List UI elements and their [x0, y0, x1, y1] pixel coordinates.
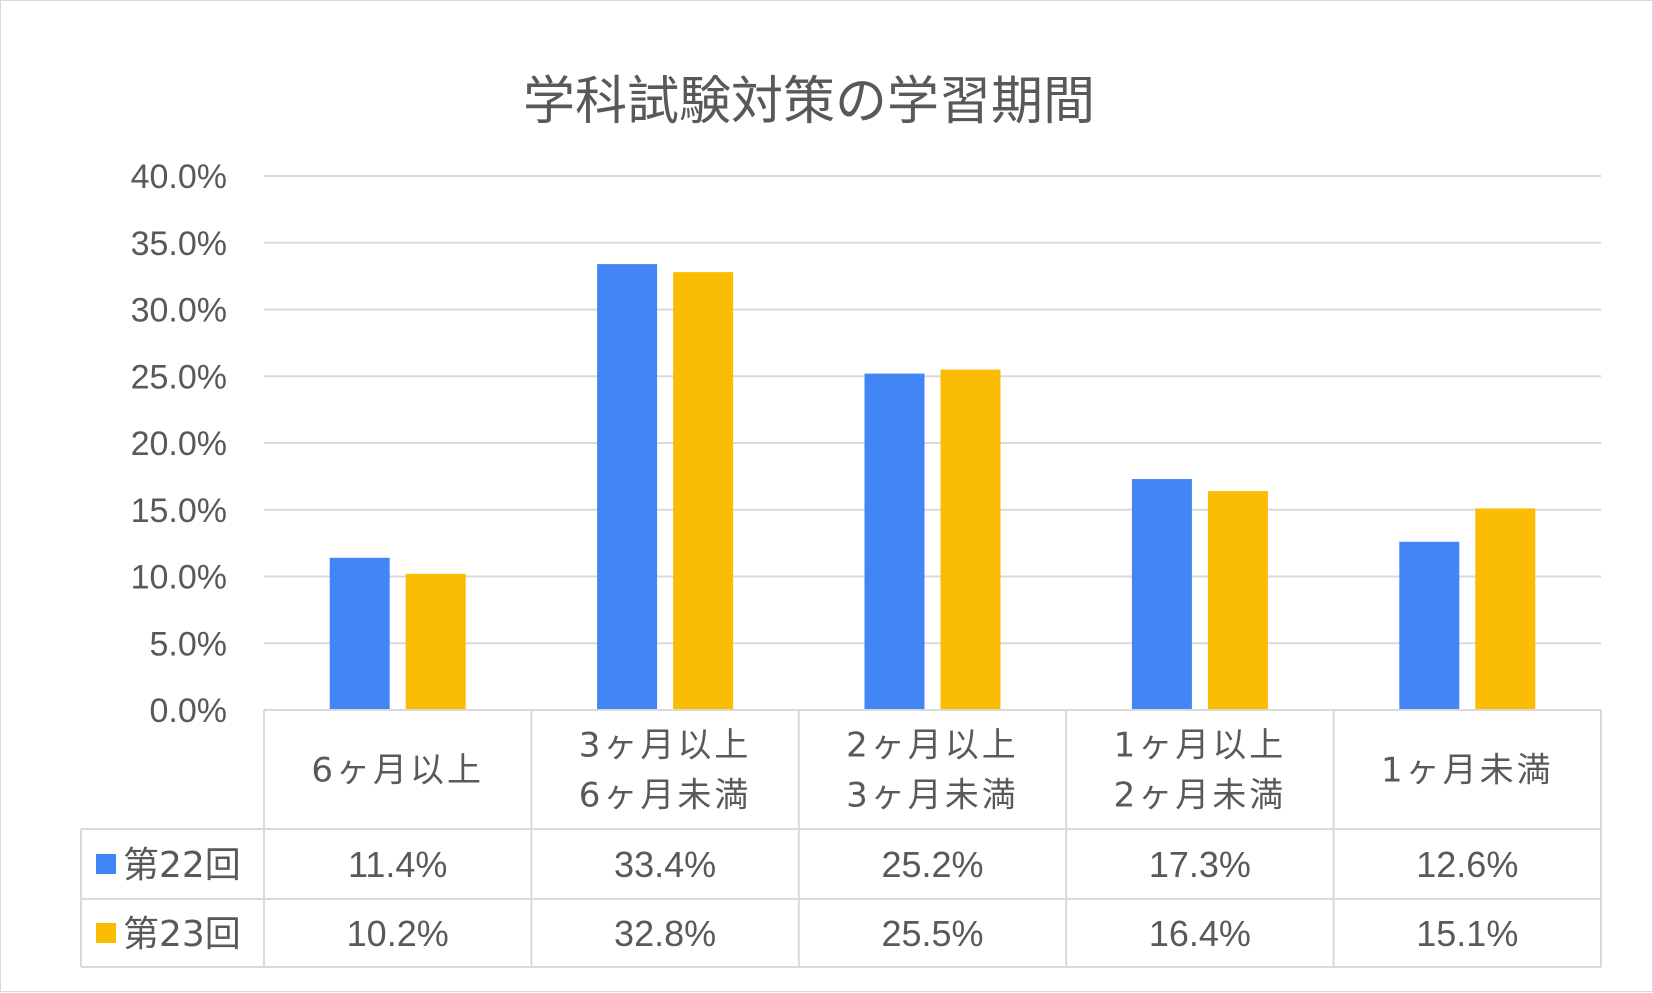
chart-title: 学科試験対策の学習期間	[523, 72, 1095, 132]
bar	[1399, 541, 1460, 710]
y-tick-label: 10.0%	[131, 559, 227, 597]
y-tick-label: 35.0%	[131, 225, 227, 263]
bar	[864, 373, 925, 710]
bar	[1131, 479, 1192, 710]
category-label: 3ヶ月以上	[579, 726, 752, 766]
category-label: 3ヶ月未満	[846, 776, 1019, 816]
y-tick-label: 5.0%	[150, 625, 228, 663]
series-name: 第22回	[123, 845, 241, 886]
category-label: 1ヶ月未満	[1381, 751, 1554, 791]
category-label: 1ヶ月以上	[1114, 726, 1287, 766]
data-cell: 10.2%	[347, 913, 449, 954]
legend-key	[96, 923, 116, 943]
data-cell: 25.2%	[881, 844, 983, 885]
bar	[329, 557, 390, 710]
data-cell: 16.4%	[1149, 913, 1251, 954]
y-tick-label: 25.0%	[131, 358, 227, 396]
data-cell: 25.5%	[881, 913, 983, 954]
gridlines	[264, 175, 1601, 711]
category-label: 2ヶ月以上	[846, 726, 1019, 766]
bar	[1475, 508, 1536, 710]
bar	[940, 369, 1001, 710]
y-tick-label: 30.0%	[131, 292, 227, 330]
series-name: 第23回	[123, 914, 241, 955]
y-tick-label: 15.0%	[131, 492, 227, 530]
bar	[597, 264, 658, 710]
y-tick-label: 20.0%	[131, 425, 227, 463]
category-label: 6ヶ月未満	[579, 776, 752, 816]
category-label: 2ヶ月未満	[1114, 776, 1287, 816]
data-cell: 12.6%	[1416, 844, 1518, 885]
category-label: 6ヶ月以上	[311, 751, 484, 791]
y-tick-label: 40.0%	[131, 158, 227, 196]
data-cell: 32.8%	[614, 913, 716, 954]
data-cell: 33.4%	[614, 844, 716, 885]
data-cell: 15.1%	[1416, 913, 1518, 954]
bar	[673, 272, 734, 710]
data-table: 6ヶ月以上 3ヶ月以上 6ヶ月未満 2ヶ月以上 3ヶ月未満 1ヶ月以上 2ヶ月未満 1ヶ月未満…	[80, 709, 1602, 968]
legend-key	[96, 854, 116, 874]
data-cell: 11.4%	[348, 844, 447, 885]
data-cell: 17.3%	[1149, 844, 1251, 885]
bars	[329, 264, 1536, 710]
bar	[405, 573, 466, 710]
y-tick-label: 0.0%	[150, 692, 228, 730]
y-axis-ticks: 0.0% 5.0% 10.0% 15.0% 20.0% 25.0% 30.0% 35.0% 40…	[131, 158, 227, 730]
bar	[1207, 491, 1268, 710]
